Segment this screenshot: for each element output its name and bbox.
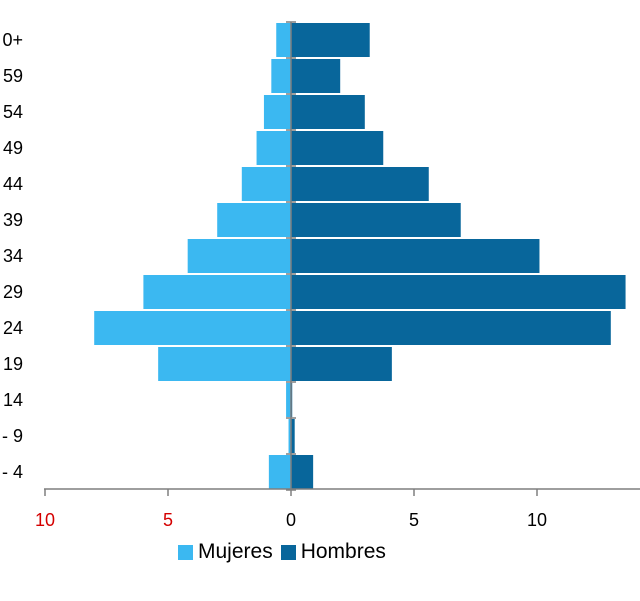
mujeres-swatch: [178, 544, 193, 560]
bar-mujeres-0: [268, 455, 291, 489]
category-label-10: 54: [3, 102, 23, 122]
category-label-9: 49: [3, 138, 23, 158]
bar-mujeres-2: [286, 383, 291, 417]
legend-item-mujeres: Mujeres: [178, 540, 273, 564]
bar-mujeres-6: [187, 239, 291, 273]
hombres-bars: [291, 23, 626, 489]
mujeres-bars: [94, 23, 291, 489]
category-label-3: 19: [3, 354, 23, 374]
x-tick-label-2: 0: [286, 510, 296, 530]
bar-mujeres-4: [94, 311, 291, 345]
legend-item-hombres: Hombres: [280, 540, 386, 564]
bar-hombres-10: [291, 95, 365, 129]
category-label-6: 34: [3, 246, 23, 266]
bar-mujeres-11: [271, 59, 291, 93]
x-tick-label-4: 10: [527, 510, 547, 530]
bar-mujeres-12: [276, 23, 291, 57]
legend: Mujeres Hombres: [178, 538, 386, 566]
bar-mujeres-5: [143, 275, 291, 309]
category-labels: - 4 - 9 14 19 24 29 34 39 44 49 54 59 0+: [2, 30, 23, 482]
bar-hombres-7: [291, 203, 461, 237]
bar-mujeres-10: [263, 95, 291, 129]
category-label-1: - 9: [2, 426, 23, 446]
category-label-5: 29: [3, 282, 23, 302]
category-label-4: 24: [3, 318, 23, 338]
x-tick-label-3: 5: [409, 510, 419, 530]
bar-hombres-5: [291, 275, 626, 309]
axes: [44, 21, 640, 496]
category-label-11: 59: [3, 66, 23, 86]
bar-hombres-6: [291, 239, 540, 273]
bar-hombres-4: [291, 311, 611, 345]
category-label-8: 44: [3, 174, 23, 194]
bar-hombres-3: [291, 347, 392, 381]
category-label-12: 0+: [2, 30, 23, 50]
bar-hombres-1: [291, 419, 295, 453]
legend-label-mujeres: Mujeres: [198, 540, 273, 563]
bar-mujeres-1: [288, 419, 291, 453]
bar-hombres-0: [291, 455, 314, 489]
bar-hombres-12: [291, 23, 370, 57]
bar-mujeres-3: [158, 347, 291, 381]
category-label-7: 39: [3, 210, 23, 230]
legend-label-hombres: Hombres: [300, 540, 386, 563]
bar-hombres-9: [291, 131, 384, 165]
bar-hombres-8: [291, 167, 429, 201]
x-tick-label-0: 10: [35, 510, 55, 530]
category-label-2: 14: [3, 390, 23, 410]
bar-mujeres-8: [241, 167, 291, 201]
x-tick-labels: 10 5 0 5 10: [35, 510, 547, 530]
x-tick-label-1: 5: [163, 510, 173, 530]
bar-mujeres-7: [217, 203, 291, 237]
bar-hombres-11: [291, 59, 341, 93]
bar-mujeres-9: [256, 131, 291, 165]
hombres-swatch: [280, 544, 296, 560]
category-label-0: - 4: [2, 462, 23, 482]
